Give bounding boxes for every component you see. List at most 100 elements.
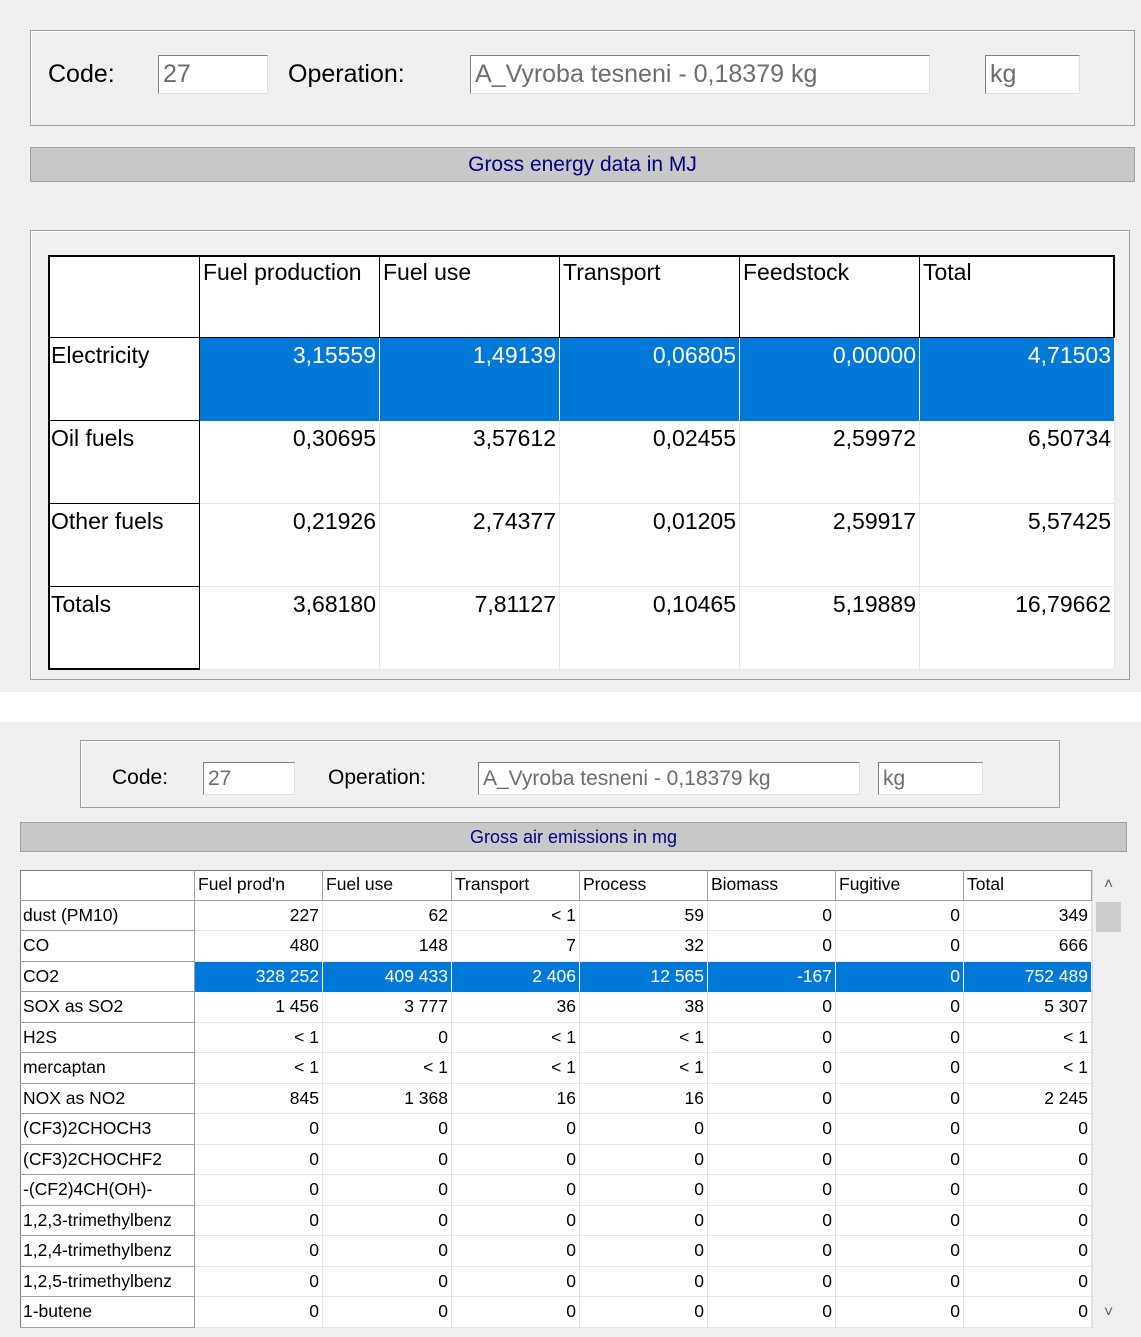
data-cell[interactable]: 0 — [580, 1236, 708, 1267]
data-cell[interactable]: -167 — [708, 961, 836, 992]
data-cell[interactable]: < 1 — [195, 1053, 323, 1084]
data-cell[interactable]: 480 — [195, 931, 323, 962]
data-cell[interactable]: 5,19889 — [740, 586, 920, 670]
data-cell[interactable]: 0 — [836, 1205, 964, 1236]
data-cell[interactable]: 0 — [964, 1175, 1092, 1206]
data-cell[interactable]: 0 — [580, 1205, 708, 1236]
data-cell[interactable]: < 1 — [195, 1022, 323, 1053]
data-cell[interactable]: 5,57425 — [920, 503, 1115, 587]
data-cell[interactable]: 0 — [836, 1297, 964, 1328]
data-cell[interactable]: 0 — [323, 1175, 452, 1206]
data-cell[interactable]: 0 — [708, 931, 836, 962]
data-cell[interactable]: 0 — [708, 992, 836, 1023]
data-cell[interactable]: 7,81127 — [380, 586, 560, 670]
data-cell[interactable]: < 1 — [964, 1053, 1092, 1084]
data-cell[interactable]: 0,00000 — [740, 338, 920, 421]
data-cell[interactable]: 0 — [964, 1144, 1092, 1175]
data-cell[interactable]: 0 — [452, 1205, 580, 1236]
data-cell[interactable]: 36 — [452, 992, 580, 1023]
data-cell[interactable]: 0 — [708, 900, 836, 931]
data-cell[interactable]: 0 — [836, 992, 964, 1023]
data-cell[interactable]: 62 — [323, 900, 452, 931]
data-cell[interactable]: 752 489 — [964, 961, 1092, 992]
data-cell[interactable]: 0 — [580, 1266, 708, 1297]
scroll-thumb[interactable] — [1096, 902, 1121, 932]
data-cell[interactable]: 0,02455 — [560, 420, 740, 504]
data-cell[interactable]: 32 — [580, 931, 708, 962]
data-cell[interactable]: 0 — [452, 1114, 580, 1145]
data-cell[interactable]: 2,59917 — [740, 503, 920, 587]
data-cell[interactable]: 0 — [708, 1297, 836, 1328]
data-cell[interactable]: 666 — [964, 931, 1092, 962]
data-cell[interactable]: 845 — [195, 1083, 323, 1114]
data-cell[interactable]: 6,50734 — [920, 420, 1115, 504]
data-cell[interactable]: 4,71503 — [920, 338, 1115, 421]
data-cell[interactable]: < 1 — [964, 1022, 1092, 1053]
data-cell[interactable]: 0 — [708, 1114, 836, 1145]
data-cell[interactable]: 0 — [580, 1175, 708, 1206]
data-cell[interactable]: 1 456 — [195, 992, 323, 1023]
data-cell[interactable]: 0 — [452, 1266, 580, 1297]
data-cell[interactable]: 38 — [580, 992, 708, 1023]
data-cell[interactable]: 0 — [964, 1114, 1092, 1145]
data-cell[interactable]: 16,79662 — [920, 586, 1115, 670]
data-cell[interactable]: 7 — [452, 931, 580, 962]
data-cell[interactable]: 0 — [452, 1236, 580, 1267]
data-cell[interactable]: 1 368 — [323, 1083, 452, 1114]
data-cell[interactable]: 0 — [323, 1205, 452, 1236]
data-cell[interactable]: 0 — [580, 1144, 708, 1175]
data-cell[interactable]: 1,49139 — [380, 338, 560, 421]
data-cell[interactable]: 0 — [708, 1083, 836, 1114]
data-cell[interactable]: 0 — [323, 1236, 452, 1267]
data-cell[interactable]: 0 — [195, 1114, 323, 1145]
data-cell[interactable]: 0 — [964, 1297, 1092, 1328]
data-cell[interactable]: 2,59972 — [740, 420, 920, 504]
data-cell[interactable]: < 1 — [323, 1053, 452, 1084]
scrollbar[interactable] — [1092, 870, 1125, 1328]
data-cell[interactable]: 16 — [580, 1083, 708, 1114]
data-cell[interactable]: 0 — [452, 1175, 580, 1206]
data-cell[interactable]: 0 — [195, 1205, 323, 1236]
data-cell[interactable]: 0 — [323, 1144, 452, 1175]
data-cell[interactable]: 0 — [195, 1266, 323, 1297]
data-cell[interactable]: 0 — [836, 1114, 964, 1145]
unit-field[interactable]: kg — [985, 55, 1080, 94]
data-cell[interactable]: 12 565 — [580, 961, 708, 992]
data-cell[interactable]: 0 — [836, 900, 964, 931]
data-cell[interactable]: 0,06805 — [560, 338, 740, 421]
data-cell[interactable]: 0 — [836, 931, 964, 962]
data-cell[interactable]: 0,10465 — [560, 586, 740, 670]
data-cell[interactable]: 3,68180 — [200, 586, 380, 670]
data-cell[interactable]: 2,74377 — [380, 503, 560, 587]
data-cell[interactable]: 0 — [195, 1144, 323, 1175]
data-cell[interactable]: 2 245 — [964, 1083, 1092, 1114]
scroll-up[interactable]: ˄ — [1103, 876, 1114, 893]
data-cell[interactable]: 0 — [708, 1175, 836, 1206]
data-cell[interactable]: 0 — [323, 1022, 452, 1053]
data-cell[interactable]: < 1 — [580, 1053, 708, 1084]
data-cell[interactable]: 0 — [836, 1236, 964, 1267]
code-field[interactable]: 27 — [158, 55, 268, 94]
data-cell[interactable]: 0 — [964, 1266, 1092, 1297]
data-cell[interactable]: 0 — [452, 1297, 580, 1328]
scroll-down[interactable]: ˅ — [1103, 1303, 1114, 1321]
data-cell[interactable]: < 1 — [452, 1022, 580, 1053]
data-cell[interactable]: 0 — [195, 1236, 323, 1267]
data-cell[interactable]: 0 — [323, 1114, 452, 1145]
data-cell[interactable]: 0 — [323, 1266, 452, 1297]
data-cell[interactable]: 0 — [452, 1144, 580, 1175]
data-cell[interactable]: 2 406 — [452, 961, 580, 992]
data-cell[interactable]: < 1 — [452, 1053, 580, 1084]
data-cell[interactable]: 16 — [452, 1083, 580, 1114]
data-cell[interactable]: 0 — [580, 1114, 708, 1145]
data-cell[interactable]: 0 — [708, 1022, 836, 1053]
operation-field[interactable]: A_Vyroba tesneni - 0,18379 kg — [478, 762, 860, 795]
data-cell[interactable]: 0,30695 — [200, 420, 380, 504]
data-cell[interactable]: 0 — [836, 1022, 964, 1053]
unit-field[interactable]: kg — [878, 762, 983, 795]
data-cell[interactable]: 0 — [836, 1053, 964, 1084]
data-cell[interactable]: 59 — [580, 900, 708, 931]
data-cell[interactable]: < 1 — [580, 1022, 708, 1053]
data-cell[interactable]: 0 — [708, 1053, 836, 1084]
data-cell[interactable]: 0 — [964, 1236, 1092, 1267]
